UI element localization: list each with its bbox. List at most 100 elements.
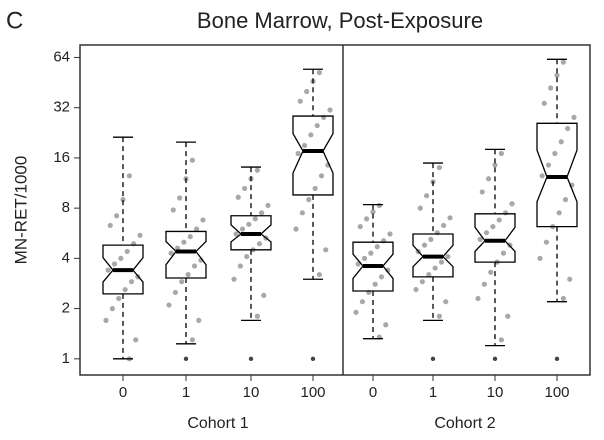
data-point [299, 210, 305, 216]
data-point [306, 197, 312, 203]
x-tick-label: 0 [119, 384, 127, 401]
data-point [505, 313, 511, 319]
data-point [295, 150, 301, 157]
x-tick-label: 0 [369, 384, 377, 401]
data-point [323, 247, 329, 253]
data-point [447, 215, 453, 221]
data-point [436, 164, 442, 171]
data-point [259, 210, 265, 216]
plot-frame [79, 44, 591, 376]
box [352, 241, 394, 292]
data-point [179, 279, 185, 285]
data-point [383, 322, 389, 328]
data-point [492, 162, 498, 168]
data-point [185, 271, 191, 278]
y-tick-label: 32 [53, 99, 70, 116]
data-point [387, 231, 393, 237]
data-point [191, 263, 198, 269]
y-tick-label: 64 [53, 48, 70, 65]
data-point [107, 222, 113, 229]
data-point [443, 299, 449, 305]
data-point [118, 255, 124, 261]
y-tick-label: 4 [62, 249, 70, 266]
data-point [111, 261, 118, 267]
data-point [308, 132, 314, 138]
data-point [560, 59, 566, 65]
data-point [166, 302, 172, 308]
data-point [312, 185, 318, 192]
data-point [376, 202, 382, 209]
x-axis-label: Cohort 2 [434, 415, 495, 432]
data-point [500, 250, 507, 256]
y-axis-label: MN-RET/1000 [11, 156, 30, 265]
outlier [554, 356, 560, 362]
data-point [475, 295, 481, 302]
data-point [370, 209, 376, 215]
data-point [256, 241, 263, 247]
data-point [421, 242, 428, 248]
data-point [419, 279, 425, 285]
data-point [314, 122, 320, 129]
data-point [200, 217, 206, 223]
data-point [105, 267, 111, 273]
data-point [301, 142, 308, 149]
data-point [438, 259, 445, 265]
data-point [539, 173, 545, 179]
data-point [187, 234, 193, 240]
data-point [445, 253, 451, 260]
data-point [413, 286, 419, 293]
data-point [246, 221, 252, 227]
data-point [327, 107, 333, 113]
box [474, 213, 516, 263]
data-point [378, 274, 385, 280]
chart-title: Bone Marrow, Post-Exposure [197, 8, 483, 33]
data-point [231, 276, 237, 282]
data-point [571, 114, 577, 120]
data-point [318, 173, 325, 179]
data-point [498, 150, 504, 157]
y-tick-label: 16 [53, 149, 70, 166]
data-point [498, 337, 504, 343]
data-point [316, 69, 322, 76]
data-point [237, 263, 243, 269]
data-point [364, 216, 370, 222]
x-tick-label: 10 [487, 384, 504, 401]
data-point [426, 271, 432, 278]
data-point [103, 317, 109, 323]
data-point [126, 173, 132, 179]
data-point [537, 255, 543, 261]
data-point [490, 224, 496, 230]
outlier [248, 356, 254, 362]
data-point [441, 222, 447, 229]
data-point [552, 150, 558, 157]
data-point [120, 197, 126, 203]
data-point [477, 236, 483, 242]
data-point [488, 269, 494, 275]
x-tick-label: 100 [544, 384, 569, 401]
data-point [436, 313, 442, 319]
data-point [242, 185, 248, 192]
data-point [567, 276, 573, 282]
data-point [239, 226, 246, 232]
x-tick-label: 10 [243, 384, 260, 401]
data-point [233, 231, 239, 237]
data-point [181, 239, 187, 245]
data-point [432, 265, 438, 271]
data-point [496, 217, 502, 223]
data-point [114, 213, 120, 219]
data-point [486, 176, 492, 182]
data-point [503, 210, 509, 216]
data-point [297, 98, 303, 104]
data-point [359, 299, 365, 305]
data-point [194, 226, 200, 232]
x-tick-label: 1 [182, 384, 190, 401]
data-point [254, 167, 260, 173]
data-point [244, 253, 250, 260]
outlier [183, 356, 189, 362]
data-point [265, 202, 271, 209]
data-point [361, 255, 368, 261]
data-point [417, 205, 423, 211]
data-point [137, 232, 143, 238]
